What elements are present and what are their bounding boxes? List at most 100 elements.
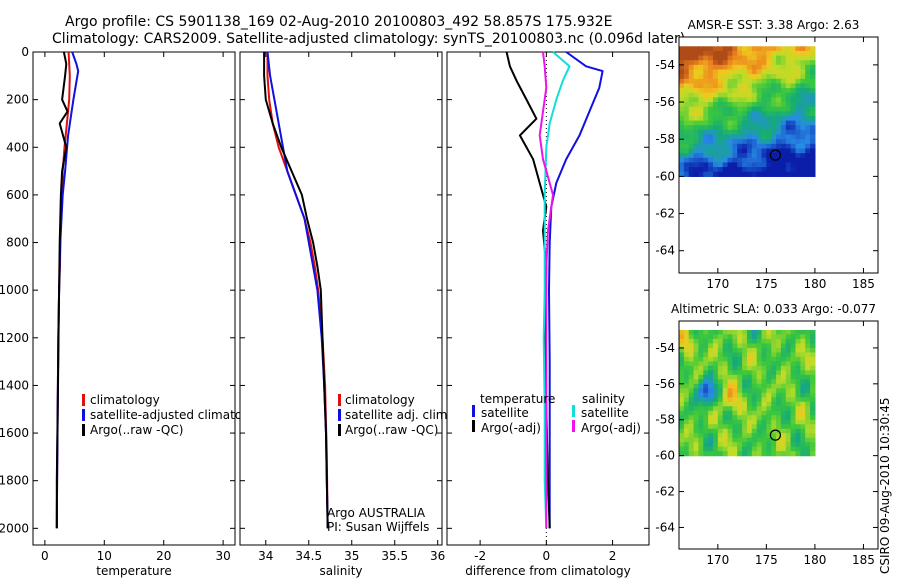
- heatmap-cell: [780, 83, 787, 89]
- heatmap-cell: [771, 92, 777, 98]
- heatmap-cell: [780, 69, 787, 75]
- heatmap-cell: [722, 88, 729, 94]
- heatmap-cell: [780, 120, 787, 126]
- heatmap-cell: [683, 162, 690, 168]
- heatmap-cell: [771, 134, 777, 140]
- heatmap-cell: [790, 401, 797, 407]
- heatmap-cell: [727, 148, 733, 154]
- heatmap-cell: [756, 129, 763, 136]
- heatmap-cell: [751, 392, 758, 398]
- heatmap-cell: [698, 125, 704, 131]
- heatmap-cell: [790, 97, 797, 103]
- heatmap-cell: [732, 97, 738, 103]
- heatmap-cell: [766, 64, 772, 71]
- heatmap-cell: [727, 352, 733, 358]
- heatmap-cell: [717, 329, 724, 336]
- heatmap-cell: [810, 356, 816, 362]
- heatmap-cell: [746, 153, 753, 159]
- heatmap-cell: [717, 88, 724, 94]
- heatmap-cell: [698, 46, 704, 52]
- heatmap-cell: [732, 171, 738, 177]
- heatmap-cell: [790, 55, 797, 61]
- heatmap-cell: [780, 46, 787, 52]
- x-tick-label-2-1: 0: [543, 549, 551, 563]
- heatmap-cell: [746, 428, 753, 434]
- heatmap-cell: [746, 397, 753, 403]
- heatmap-cell: [810, 329, 816, 336]
- heatmap-cell: [776, 442, 782, 448]
- heatmap-cell: [795, 69, 801, 75]
- heatmap-cell: [693, 379, 700, 385]
- heatmap-cell: [717, 406, 724, 412]
- heatmap-cell: [790, 171, 797, 177]
- heatmap-cell: [688, 129, 695, 136]
- heatmap-cell: [732, 374, 738, 380]
- heatmap-cell: [703, 329, 709, 336]
- heatmap-cell: [737, 83, 743, 89]
- heatmap-cell: [771, 361, 777, 367]
- heatmap-cell: [679, 343, 685, 349]
- heatmap-cell: [683, 334, 690, 340]
- y-tick-label-0-1: 200: [6, 93, 29, 107]
- heatmap-cell: [732, 120, 738, 126]
- heatmap-cell: [746, 329, 753, 336]
- heatmap-cell: [698, 148, 704, 154]
- heatmap-cell: [688, 352, 695, 358]
- heatmap-cell: [771, 347, 777, 354]
- heatmap-cell: [771, 97, 777, 103]
- heatmap-cell: [693, 153, 700, 159]
- heatmap-cell: [756, 433, 763, 439]
- heatmap-cell: [703, 171, 709, 177]
- heatmap-cell: [698, 120, 704, 126]
- heatmap-cell: [712, 370, 719, 376]
- heatmap-cell: [810, 446, 816, 452]
- plot-frame-1: [239, 51, 443, 546]
- heatmap-cell: [708, 111, 714, 117]
- heatmap-cell: [746, 102, 753, 108]
- heatmap-cell: [732, 379, 738, 385]
- heatmap-cell: [795, 334, 801, 340]
- heatmap-cell: [780, 410, 787, 416]
- heatmap-cell: [679, 148, 685, 154]
- annotation-line-1: Argo AUSTRALIA: [327, 506, 426, 520]
- heatmap-cell: [761, 365, 767, 371]
- heatmap-cell: [742, 392, 748, 398]
- heatmap-cell: [780, 334, 787, 340]
- heatmap-cell: [688, 143, 695, 150]
- heatmap-cell: [800, 78, 806, 85]
- heatmap-cell: [712, 383, 719, 389]
- heatmap-cell: [780, 143, 787, 150]
- heatmap-cell: [756, 171, 763, 177]
- heatmap-cell: [732, 347, 738, 354]
- heatmap-cell: [800, 88, 806, 94]
- heatmap-cell: [766, 388, 772, 394]
- heatmap-cell: [698, 60, 704, 66]
- heatmap-cell: [737, 139, 743, 145]
- heatmap-cell: [683, 347, 690, 354]
- heatmap-cell: [737, 153, 743, 159]
- heatmap-cell: [810, 361, 816, 367]
- heatmap-cell: [683, 437, 690, 443]
- heatmap-cell: [761, 451, 767, 457]
- heatmap-cell: [771, 329, 777, 336]
- heatmap-cell: [756, 334, 763, 340]
- heatmap-cell: [746, 125, 753, 131]
- heatmap-cell: [795, 374, 801, 380]
- heatmap-cell: [737, 60, 743, 66]
- heatmap-cell: [790, 157, 797, 164]
- heatmap-cell: [727, 115, 733, 122]
- heatmap-cell: [742, 106, 748, 112]
- heatmap-cell: [771, 424, 777, 430]
- heatmap-cell: [790, 92, 797, 98]
- heatmap-cell: [737, 428, 743, 434]
- heatmap-cell: [688, 401, 695, 407]
- heatmap-cell: [756, 370, 763, 376]
- heatmap-cell: [732, 383, 738, 389]
- heatmap-cell: [712, 153, 719, 159]
- heatmap-cell: [703, 406, 709, 412]
- heatmap-cell: [805, 397, 811, 403]
- heatmap-cell: [703, 410, 709, 416]
- heatmap-cell: [790, 329, 797, 336]
- heatmap-cell: [756, 374, 763, 380]
- heatmap-cell: [785, 451, 792, 457]
